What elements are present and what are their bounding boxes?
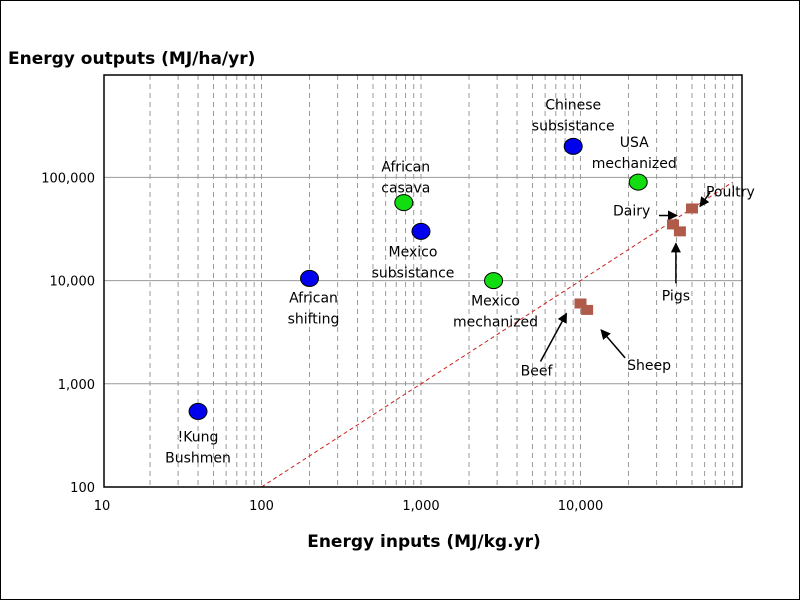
point-livestock xyxy=(685,203,698,214)
x-tick-label: 1,000 xyxy=(402,499,439,514)
point-subsistence xyxy=(411,222,431,240)
point-mechanized xyxy=(394,194,414,212)
point-subsistence xyxy=(188,402,208,420)
point-label: Chinese subsistance xyxy=(532,97,615,134)
point-livestock xyxy=(666,219,679,230)
y-tick-label: 100,000 xyxy=(41,171,95,186)
point-subsistence xyxy=(563,137,583,155)
point-label: African shifting xyxy=(288,290,340,327)
point-label: Dairy xyxy=(613,203,650,219)
data-points xyxy=(188,137,698,420)
point-label: Mexico subsistance xyxy=(372,244,455,281)
y-tick-label: 100 xyxy=(70,481,95,496)
point-subsistence xyxy=(300,269,320,287)
annotation-arrow xyxy=(539,312,568,362)
point-label: Mexico mechanized xyxy=(453,294,538,331)
annotation-arrow xyxy=(699,192,711,208)
plot-border xyxy=(103,74,743,488)
point-label: African casava xyxy=(381,160,430,197)
point-label: !Kung Bushmen xyxy=(165,429,231,466)
y-axis-title: Energy outputs (MJ/ha/yr) xyxy=(8,49,255,69)
point-livestock xyxy=(673,226,686,237)
x-tick-label: 10,000 xyxy=(558,499,604,514)
annotation-arrows xyxy=(539,192,711,362)
point-label: Poultry xyxy=(706,184,755,200)
point-livestock xyxy=(581,304,594,315)
x-tick-label: 10 xyxy=(94,499,111,514)
point-label: Pigs xyxy=(662,288,690,304)
point-label: USA mechanized xyxy=(592,135,677,172)
point-labels: !Kung Bushmen African shifting Mexico subsist… xyxy=(165,97,755,466)
point-livestock xyxy=(574,298,587,309)
x-axis-title: Energy inputs (MJ/kg.yr) xyxy=(307,532,541,552)
point-mechanized xyxy=(484,272,504,290)
x-tick-label: 100 xyxy=(249,499,274,514)
y-tick-label: 1,000 xyxy=(58,378,95,393)
tick-labels: 10 100 1,000 10,000 100 1,000 10,000 100,000 xyxy=(41,171,603,514)
point-label: Sheep xyxy=(627,358,671,374)
annotation-arrow xyxy=(600,329,626,359)
point-label: Beef xyxy=(521,363,554,379)
reference-line xyxy=(261,181,733,488)
point-mechanized xyxy=(628,173,648,191)
y-tick-label: 10,000 xyxy=(50,275,96,290)
